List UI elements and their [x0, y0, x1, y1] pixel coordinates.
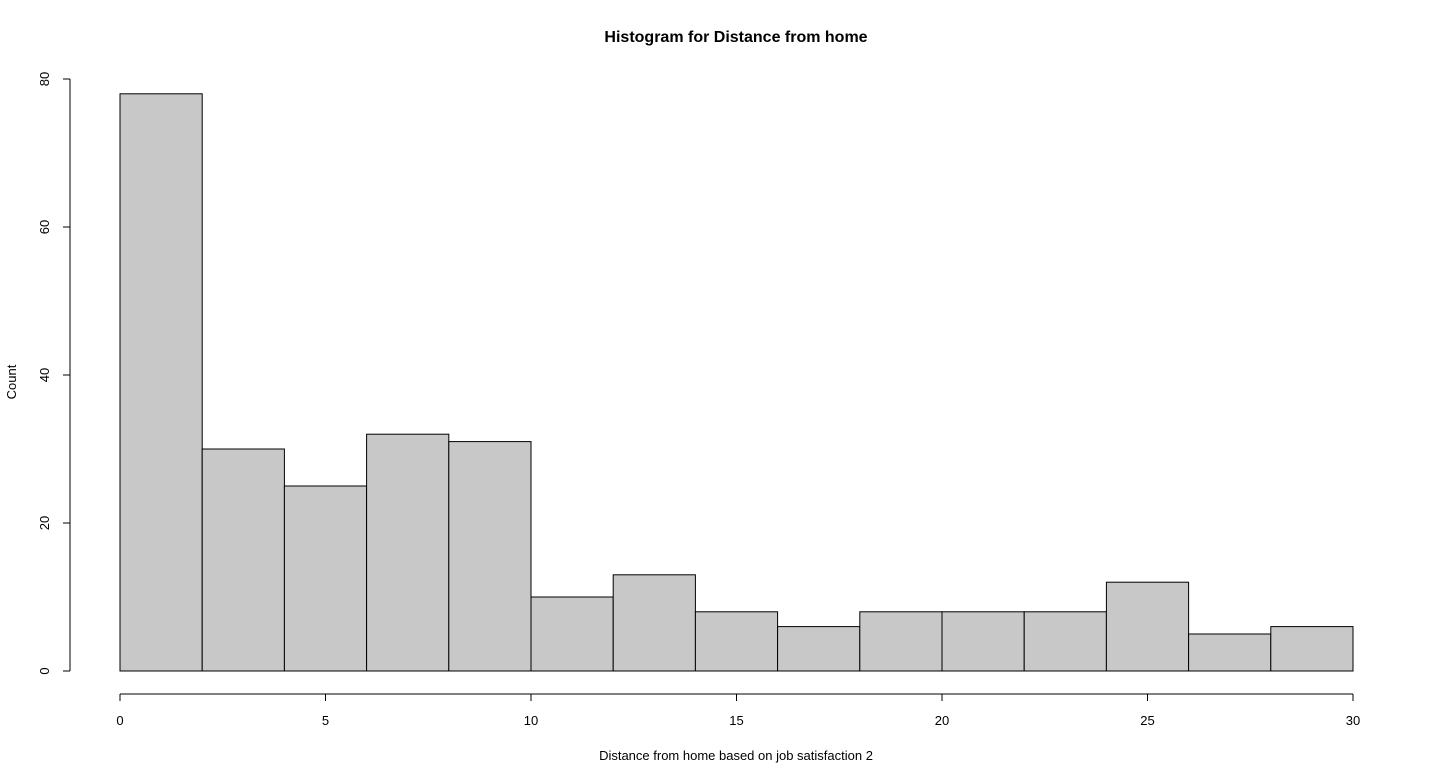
y-axis-label: Count: [4, 364, 19, 399]
histogram-bar: [859, 611, 943, 672]
histogram-bar: [612, 574, 696, 672]
y-ticks: 0 20 40 60 80: [37, 72, 70, 675]
histogram-bar: [201, 448, 285, 672]
x-tick-label: 10: [524, 713, 538, 728]
y-tick-label: 60: [37, 220, 52, 234]
y-tick-label: 80: [37, 72, 52, 86]
x-tick-label: 0: [116, 713, 123, 728]
x-tick-label: 20: [935, 713, 949, 728]
x-tick-label: 15: [729, 713, 743, 728]
histogram-bar: [777, 626, 861, 672]
histogram-bar: [694, 611, 779, 672]
x-axis-label: Distance from home based on job satisfac…: [599, 748, 873, 763]
histogram-bar: [1188, 633, 1272, 672]
histogram-bar: [530, 596, 614, 672]
histogram-bar: [119, 93, 203, 672]
y-axis: 0 20 40 60 80: [37, 72, 71, 675]
x-tick-label: 30: [1346, 713, 1360, 728]
x-tick-label: 25: [1140, 713, 1154, 728]
histogram-bar: [1023, 611, 1107, 672]
x-axis: 0 5 10 15 20 25 30: [116, 693, 1360, 728]
y-tick-label: 0: [37, 667, 52, 674]
x-tick-label: 5: [322, 713, 329, 728]
histogram-bar: [448, 441, 532, 672]
histogram-bar: [1105, 581, 1190, 672]
x-ticks: 0 5 10 15 20 25 30: [116, 694, 1360, 728]
chart-title: Histogram for Distance from home: [604, 29, 867, 46]
y-tick-label: 40: [37, 368, 52, 382]
histogram-bar: [941, 611, 1025, 672]
y-tick-label: 20: [37, 516, 52, 530]
histogram-bar: [283, 485, 368, 672]
histogram-bar: [1270, 626, 1354, 672]
histogram-bar: [366, 433, 450, 672]
bars-group: [119, 93, 1354, 672]
